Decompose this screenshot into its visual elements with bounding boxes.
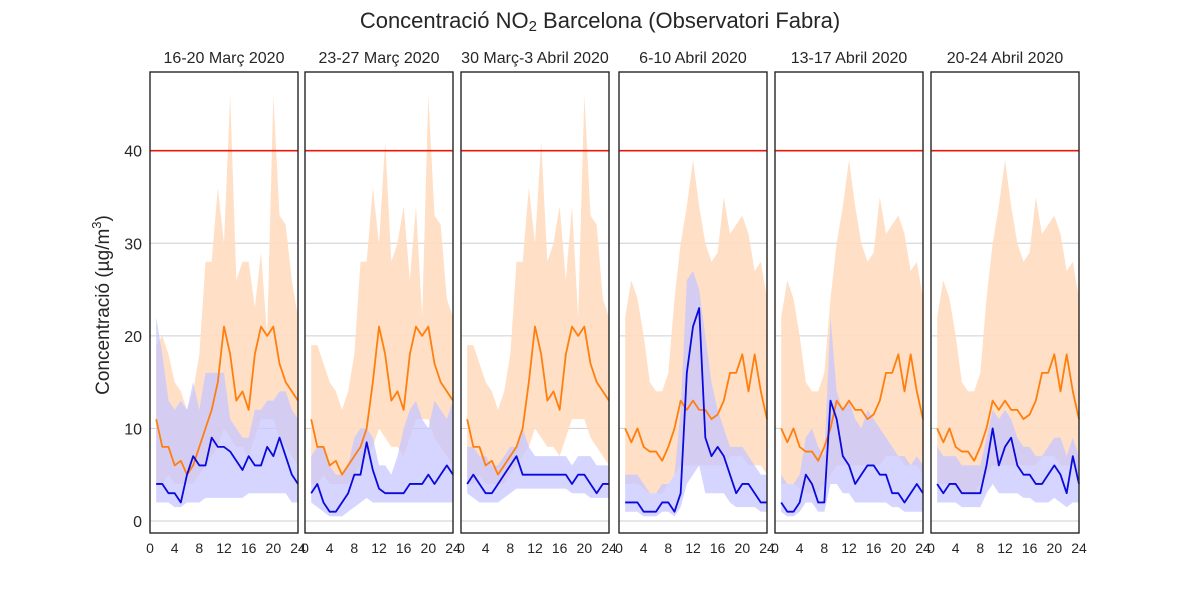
chart-title-suffix: Barcelona (Observatori Fabra) bbox=[536, 8, 841, 33]
band-reference bbox=[311, 400, 453, 517]
series-line-2020 bbox=[310, 325, 454, 476]
x-tick-label: 4 bbox=[326, 540, 334, 556]
chart-title: Concentració NO2 Barcelona (Observatori … bbox=[0, 8, 1200, 35]
x-tick-label: 16 bbox=[866, 540, 882, 556]
band-reference bbox=[781, 317, 923, 517]
band-2020 bbox=[937, 159, 1079, 494]
panel-frame bbox=[460, 71, 610, 534]
band-reference bbox=[467, 428, 609, 503]
panel-frame bbox=[618, 71, 768, 534]
series-line-2020 bbox=[780, 353, 924, 462]
band-2020 bbox=[311, 95, 453, 484]
x-tick-label: 12 bbox=[685, 540, 701, 556]
chart-title-prefix: Concentració NO bbox=[359, 8, 529, 33]
x-tick-label: 12 bbox=[997, 540, 1013, 556]
x-tick-label: 16 bbox=[241, 540, 257, 556]
x-tick-label: 24 bbox=[915, 540, 931, 556]
x-tick-label: 0 bbox=[301, 540, 309, 556]
x-tick-label: 8 bbox=[506, 540, 514, 556]
x-tick-label: 0 bbox=[771, 540, 779, 556]
series-line-reference bbox=[936, 427, 1080, 495]
x-tick-label: 12 bbox=[841, 540, 857, 556]
x-tick-label: 16 bbox=[710, 540, 726, 556]
panel-2: 23-27 Març 2020 0 4 8 12 16 20 24 bbox=[301, 50, 461, 556]
x-tick-label: 0 bbox=[927, 540, 935, 556]
x-tick-label: 20 bbox=[891, 540, 907, 556]
y-tick-label: 30 bbox=[124, 236, 142, 253]
panel-5: 13-17 Abril 2020 0 4 8 12 16 20 24 bbox=[771, 50, 931, 556]
x-tick-label: 8 bbox=[350, 540, 358, 556]
x-tick-label: 24 bbox=[759, 540, 775, 556]
panel-title: 23-27 Març 2020 bbox=[319, 50, 440, 67]
x-tick-label: 24 bbox=[1071, 540, 1087, 556]
panel-title: 16-20 Març 2020 bbox=[164, 50, 285, 67]
band-2020 bbox=[781, 159, 923, 494]
band-reference bbox=[625, 271, 767, 517]
series-line-reference bbox=[780, 399, 924, 513]
y-tick-label: 10 bbox=[124, 421, 142, 438]
series-line-reference bbox=[156, 436, 299, 504]
x-tick-label: 24 bbox=[290, 540, 306, 556]
x-tick-label: 12 bbox=[216, 540, 232, 556]
panel-title: 6-10 Abril 2020 bbox=[639, 50, 747, 67]
panel-title: 13-17 Abril 2020 bbox=[791, 50, 908, 67]
x-tick-label: 24 bbox=[445, 540, 461, 556]
x-tick-label: 16 bbox=[552, 540, 568, 556]
x-tick-label: 4 bbox=[640, 540, 648, 556]
x-tick-label: 12 bbox=[527, 540, 543, 556]
panel-frame bbox=[774, 71, 924, 534]
x-tick-label: 20 bbox=[577, 540, 593, 556]
series-line-2020 bbox=[624, 353, 768, 462]
panel-3: 30 Març-3 Abril 2020 0 4 8 12 16 20 24 bbox=[457, 50, 617, 556]
band-2020 bbox=[156, 95, 298, 484]
panel-frame bbox=[304, 71, 454, 534]
chart-title-subscript: 2 bbox=[528, 18, 537, 35]
series-line-reference bbox=[625, 307, 767, 513]
x-tick-label: 20 bbox=[421, 540, 437, 556]
x-tick-label: 8 bbox=[664, 540, 672, 556]
x-tick-label: 8 bbox=[820, 540, 828, 556]
x-tick-label: 4 bbox=[952, 540, 960, 556]
x-tick-label: 4 bbox=[482, 540, 490, 556]
panel-frame bbox=[149, 71, 299, 534]
x-tick-label: 8 bbox=[195, 540, 203, 556]
series-line-reference bbox=[310, 441, 454, 513]
y-tick-label: 20 bbox=[124, 329, 142, 346]
x-tick-label: 0 bbox=[457, 540, 465, 556]
x-tick-label: 24 bbox=[601, 540, 617, 556]
x-tick-label: 0 bbox=[615, 540, 623, 556]
series-line-reference bbox=[466, 455, 609, 495]
panel-title: 30 Març-3 Abril 2020 bbox=[461, 50, 609, 67]
panel-title: 20-24 Abril 2020 bbox=[947, 50, 1064, 67]
panel-6: 20-24 Abril 2020 0 4 8 12 16 20 24 bbox=[927, 50, 1087, 556]
x-tick-label: 8 bbox=[976, 540, 984, 556]
band-2020 bbox=[467, 95, 609, 484]
x-tick-label: 0 bbox=[146, 540, 154, 556]
x-tick-label: 4 bbox=[796, 540, 804, 556]
x-tick-label: 16 bbox=[1022, 540, 1038, 556]
y-tick-label: 40 bbox=[124, 144, 142, 161]
y-tick-label: 0 bbox=[133, 514, 142, 531]
panel-frame bbox=[930, 71, 1080, 534]
x-tick-label: 20 bbox=[266, 540, 282, 556]
panel-4: 6-10 Abril 2020 0 4 8 12 16 20 24 bbox=[615, 50, 775, 556]
series-line-2020 bbox=[936, 353, 1080, 462]
x-tick-label: 20 bbox=[1047, 540, 1063, 556]
series-line-2020 bbox=[466, 325, 610, 476]
x-tick-label: 20 bbox=[735, 540, 751, 556]
x-tick-label: 4 bbox=[171, 540, 179, 556]
x-tick-label: 12 bbox=[371, 540, 387, 556]
x-tick-label: 16 bbox=[396, 540, 412, 556]
series-line-2020 bbox=[155, 325, 299, 476]
